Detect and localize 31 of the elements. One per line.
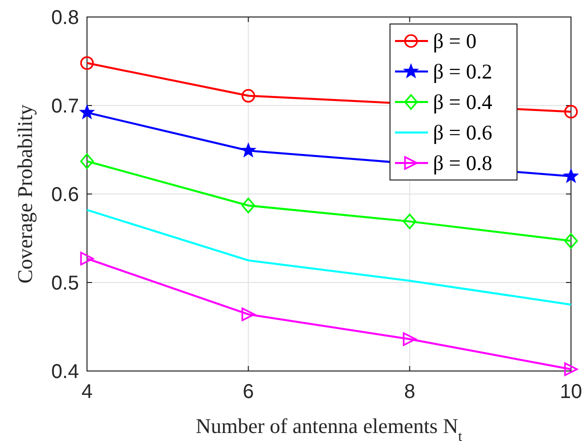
- point: [242, 88, 256, 103]
- point: [402, 214, 416, 230]
- legend-label: β = 0.8: [433, 151, 492, 175]
- legend-label: β = 0.6: [433, 120, 492, 144]
- y-tick-label: 0.5: [51, 272, 79, 294]
- y-tick-label: 0.7: [51, 96, 79, 118]
- x-tick-label: 4: [81, 381, 93, 403]
- x-tick-label: 10: [560, 381, 582, 403]
- y-axis-title: Coverage Probability: [13, 104, 37, 284]
- point: [564, 362, 578, 376]
- y-tick-label: 0.8: [51, 7, 79, 29]
- x-tick-label: 8: [404, 381, 416, 403]
- point: [241, 143, 256, 157]
- point: [564, 104, 578, 118]
- point: [80, 105, 94, 119]
- line-series: [86, 208, 572, 306]
- point: [80, 153, 94, 170]
- x-tick-label: 6: [242, 381, 254, 403]
- point: [80, 56, 94, 70]
- point: [402, 332, 416, 346]
- point: [80, 252, 94, 266]
- point: [242, 198, 256, 214]
- x-axis-title: Number of antenna elements N$_{t}$: [196, 414, 462, 441]
- y-tick-label: 0.4: [51, 361, 79, 383]
- point: [242, 308, 256, 322]
- y-tick-label: 0.6: [51, 184, 79, 206]
- legend-label: β = 0.4: [433, 90, 493, 114]
- legend-label: β = 0: [433, 29, 477, 53]
- point: [564, 168, 578, 182]
- legend-label: β = 0.2: [433, 60, 492, 84]
- point: [564, 233, 578, 249]
